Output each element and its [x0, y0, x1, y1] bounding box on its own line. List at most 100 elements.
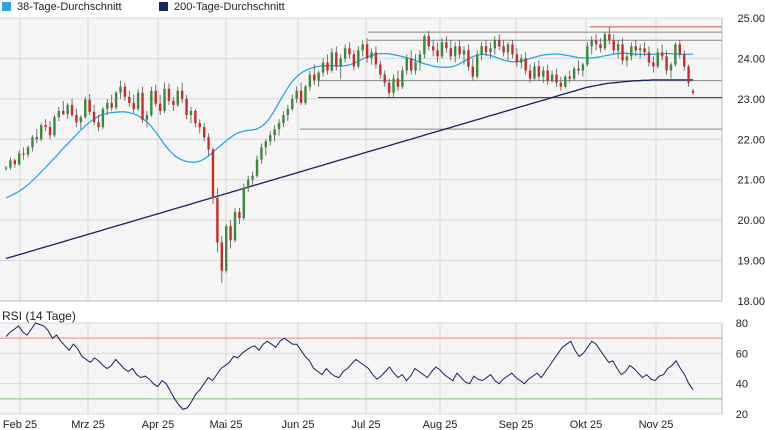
candle-53 — [238, 208, 241, 225]
candle-body — [291, 98, 294, 109]
candle-7 — [35, 129, 39, 144]
candle-body — [48, 127, 52, 136]
candle-142 — [630, 42, 633, 61]
candle-body — [66, 104, 69, 115]
legend-swatch-ma200 — [159, 2, 168, 11]
candle-body — [462, 50, 466, 55]
candle-body — [110, 102, 113, 108]
candle-11 — [53, 115, 56, 138]
candle-156 — [691, 88, 695, 95]
x-tick-label-0: Feb 25 — [3, 419, 37, 430]
candle-body — [313, 74, 316, 81]
candle-83 — [370, 48, 373, 65]
candle-body — [62, 110, 65, 115]
candle-144 — [638, 44, 642, 59]
candle-body — [92, 111, 96, 123]
candle-121 — [537, 60, 541, 81]
candle-24 — [110, 94, 113, 111]
candle-body — [180, 90, 184, 99]
candle-body — [546, 70, 549, 81]
candle-51 — [229, 220, 232, 249]
candle-81 — [361, 40, 364, 57]
candle-45 — [202, 123, 206, 142]
candle-body — [40, 125, 43, 140]
candle-body — [436, 50, 439, 57]
candle-117 — [520, 54, 523, 69]
candle-body — [251, 175, 254, 180]
candle-131 — [581, 62, 585, 77]
candle-body — [18, 153, 21, 165]
candle-body — [299, 90, 303, 103]
ma200-line — [5, 79, 693, 260]
candle-body — [326, 62, 329, 71]
legend-item-ma38: 38-Tage-Durchschnitt — [2, 0, 122, 14]
candle-body — [550, 74, 554, 81]
candle-body — [691, 90, 695, 93]
candle-126 — [559, 76, 563, 91]
price-y-tick-2: 20.00 — [737, 215, 765, 227]
candle-0 — [4, 165, 8, 171]
candle-107 — [476, 50, 479, 79]
candle-body — [189, 110, 193, 116]
candle-body — [229, 226, 232, 241]
rsi-panel: 20 40 60 80 — [0, 318, 748, 421]
candle-151 — [669, 62, 673, 79]
candle-57 — [255, 155, 259, 178]
candle-18 — [84, 96, 87, 120]
candle-body — [577, 68, 580, 71]
candle-body — [88, 99, 91, 112]
candle-body — [79, 117, 83, 123]
candle-body — [392, 78, 395, 93]
candle-32 — [145, 110, 149, 128]
candle-77 — [343, 44, 347, 63]
x-tick-label-5: Jul 25 — [351, 419, 380, 430]
candle-body — [101, 108, 105, 128]
candle-152 — [674, 42, 677, 67]
candle-100 — [445, 36, 448, 53]
candle-13 — [62, 100, 65, 116]
candle-body — [511, 44, 514, 55]
candle-42 — [189, 106, 193, 124]
candle-135 — [599, 38, 602, 53]
candle-59 — [264, 139, 268, 156]
rsi-title: RSI (14 Tage) — [2, 309, 76, 323]
candle-46 — [207, 133, 210, 156]
candle-body — [264, 141, 268, 148]
candle-93 — [414, 54, 417, 75]
candle-body — [4, 167, 8, 169]
candle-body — [220, 242, 223, 271]
candle-body — [269, 135, 272, 142]
candle-body — [396, 78, 400, 87]
candle-body — [506, 44, 510, 53]
candle-body — [321, 62, 325, 73]
candle-body — [480, 46, 483, 55]
candle-84 — [374, 46, 378, 69]
candle-106 — [471, 58, 475, 81]
legend-swatch-ma38 — [2, 2, 11, 11]
candle-body — [564, 76, 567, 87]
candle-74 — [330, 48, 334, 73]
candle-body — [379, 64, 382, 75]
candle-141 — [625, 52, 629, 67]
candle-body — [352, 54, 356, 67]
candle-103 — [458, 40, 461, 59]
candle-137 — [608, 26, 611, 45]
candle-body — [612, 40, 615, 51]
candle-body — [238, 212, 241, 219]
candle-9 — [44, 119, 47, 132]
candle-body — [414, 62, 417, 71]
candle-94 — [418, 50, 422, 71]
candle-66 — [295, 86, 298, 103]
candle-128 — [568, 70, 571, 83]
candle-body — [537, 66, 541, 77]
candle-143 — [634, 40, 637, 57]
candle-123 — [546, 64, 549, 85]
candle-body — [405, 58, 408, 71]
candle-149 — [660, 44, 664, 61]
candle-28 — [128, 90, 131, 107]
candle-body — [273, 129, 276, 136]
candle-30 — [136, 88, 140, 111]
candle-80 — [357, 46, 360, 69]
candle-145 — [643, 42, 646, 57]
